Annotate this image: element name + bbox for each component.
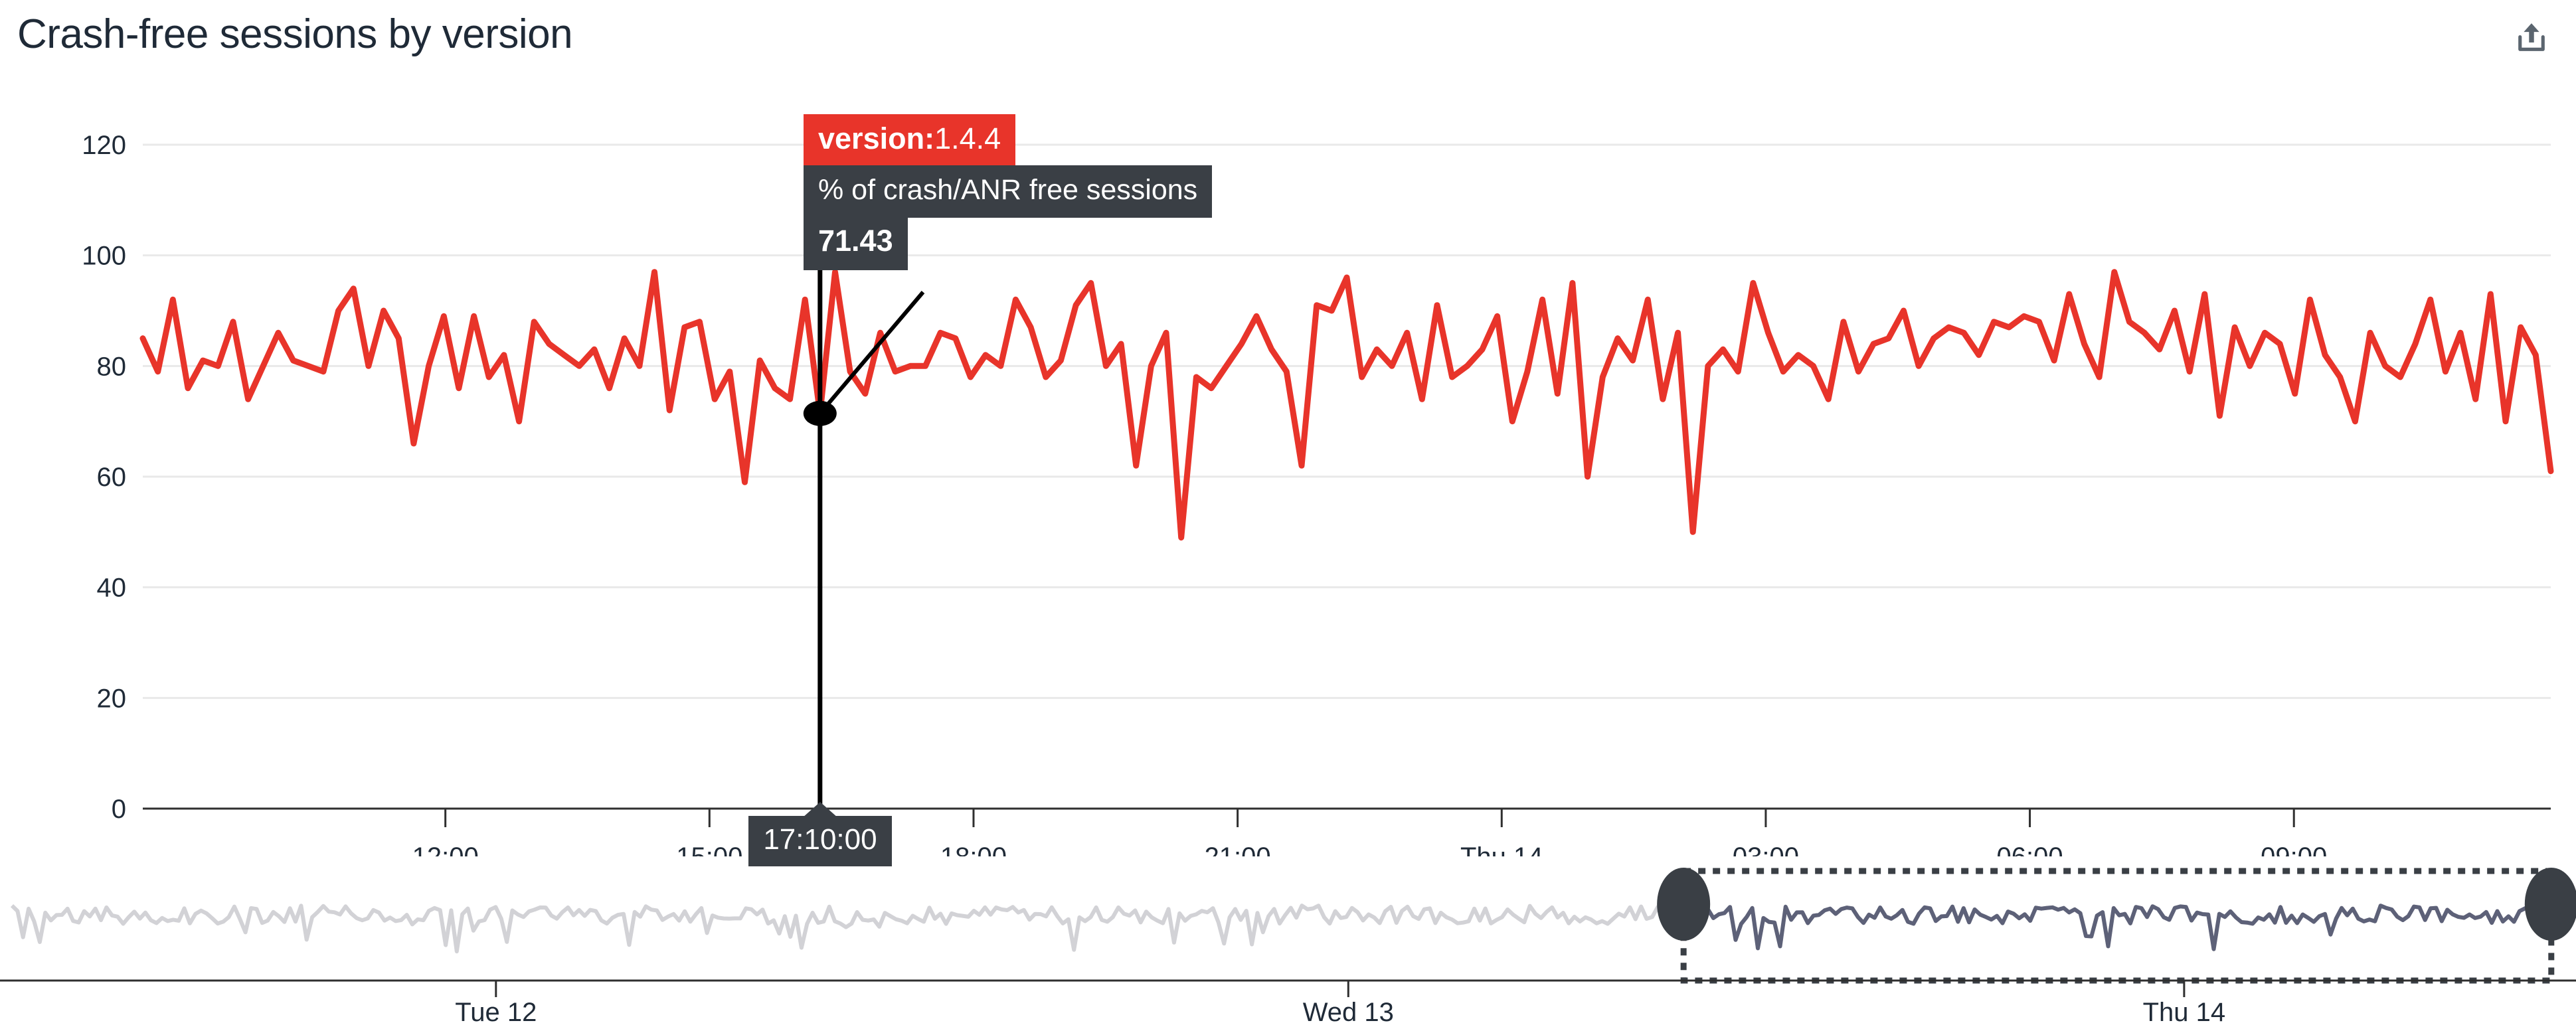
svg-text:Tue 12: Tue 12 xyxy=(455,998,537,1026)
navigator-svg: Tue 12 Wed 13 Thu 14 xyxy=(0,868,2576,1027)
svg-text:80: 80 xyxy=(97,352,127,381)
navigator-series-selected xyxy=(1683,904,2551,951)
svg-text:15:00: 15:00 xyxy=(676,842,742,856)
navigator-series-unselected xyxy=(10,904,2566,954)
crosshair-label-arrow xyxy=(802,802,838,818)
svg-text:Wed 13: Wed 13 xyxy=(1303,998,1394,1026)
x-axis-ticks xyxy=(444,809,2295,827)
svg-text:60: 60 xyxy=(97,463,127,492)
svg-text:20: 20 xyxy=(97,684,127,713)
navigator-handle-right[interactable] xyxy=(2524,868,2576,941)
navigator[interactable]: Tue 12 Wed 13 Thu 14 xyxy=(0,856,2576,1027)
navigator-x-ticks xyxy=(495,981,2186,997)
hover-point-marker[interactable] xyxy=(803,400,837,426)
svg-text:09:00: 09:00 xyxy=(2261,842,2327,856)
svg-text:Thu 14: Thu 14 xyxy=(1460,842,1543,856)
chart-svg: 0 20 40 60 80 100 120 12:00 15:00 18:00 21:00 Thu … xyxy=(82,130,2554,856)
export-share-icon xyxy=(2518,23,2545,51)
export-button[interactable] xyxy=(2507,13,2556,62)
svg-text:100: 100 xyxy=(82,242,126,271)
x-axis-labels: 12:00 15:00 18:00 21:00 Thu 14 03:00 06:00 09:0… xyxy=(412,842,2328,856)
y-axis-labels: 0 20 40 60 80 100 120 xyxy=(82,131,126,824)
svg-text:21:00: 21:00 xyxy=(1205,842,1271,856)
svg-text:12:00: 12:00 xyxy=(412,842,479,856)
svg-text:0: 0 xyxy=(112,795,126,824)
navigator-selection-box[interactable] xyxy=(1680,868,2555,984)
svg-text:03:00: 03:00 xyxy=(1733,842,1799,856)
crosshair-x-value-label: 17:10:00 xyxy=(748,816,892,866)
tooltip-connector-line xyxy=(818,291,925,415)
svg-text:120: 120 xyxy=(82,131,126,160)
navigator-x-labels: Tue 12 Wed 13 Thu 14 xyxy=(455,998,2226,1027)
svg-text:18:00: 18:00 xyxy=(940,842,1007,856)
navigator-handle-left[interactable] xyxy=(1657,868,1711,941)
series-line-1-4-4[interactable] xyxy=(139,269,2554,541)
plot-area[interactable]: 0 20 40 60 80 100 120 12:00 15:00 18:00 21:00 Thu … xyxy=(0,0,2576,856)
page-title: Crash-free sessions by version xyxy=(17,11,573,57)
svg-text:Thu 14: Thu 14 xyxy=(2143,998,2226,1026)
svg-text:06:00: 06:00 xyxy=(1997,842,2063,856)
svg-text:40: 40 xyxy=(97,574,127,603)
gridlines xyxy=(143,143,2551,699)
